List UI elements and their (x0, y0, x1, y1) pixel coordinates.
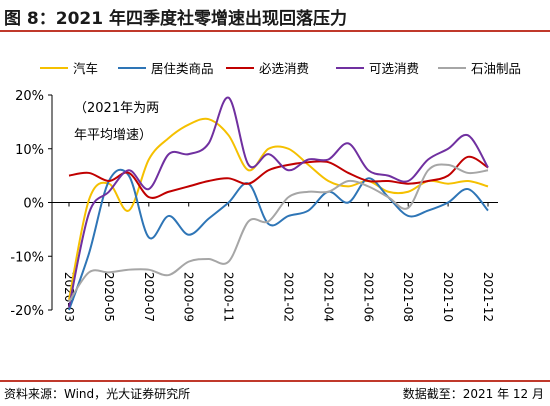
y-tick-label: 10% (15, 143, 44, 158)
series-line (68, 163, 489, 303)
legend-label: 可选消费 (369, 61, 419, 76)
footer-rule (0, 380, 550, 382)
series-line (68, 96, 489, 308)
series-line (68, 117, 489, 300)
legend-label: 必选消费 (259, 61, 309, 76)
series-lines (68, 96, 489, 311)
x-tick-label: 2020-11 (222, 272, 236, 322)
y-tick-label: 20% (15, 89, 44, 104)
x-tick-label: 2020-05 (102, 272, 116, 322)
annotation-line: 年平均增速） (74, 128, 152, 143)
y-tick-label: -20% (10, 304, 44, 319)
series-line (68, 155, 489, 199)
x-tick-label: 2021-10 (441, 272, 455, 322)
title-rule (0, 30, 550, 32)
y-tick-label: 0% (23, 197, 44, 212)
x-tick-label: 2021-12 (481, 272, 495, 322)
x-tick-label: 2021-02 (281, 272, 295, 322)
legend-label: 居住类商品 (151, 61, 214, 76)
series-line (68, 168, 489, 311)
annotation-line: （2021年为两 (74, 101, 159, 116)
legend: 汽车 居住类商品 必选消费 可选消费 石油制品 (40, 61, 521, 76)
x-tick-label: 2021-04 (321, 272, 335, 322)
x-tick-label: 2020-07 (142, 272, 156, 322)
axes: 20%10%0%-10%-20% 2020-03 2020-05 2020-07 202… (10, 89, 498, 322)
x-tick-label: 2021-06 (361, 272, 375, 322)
x-tick-label: 2020-09 (182, 272, 196, 322)
data-date: 数据截至：2021 年 12 月 (402, 387, 544, 401)
source-note: 资料来源：Wind，光大证券研究所 (4, 387, 191, 401)
legend-label: 石油制品 (471, 61, 521, 76)
legend-label: 汽车 (73, 61, 98, 76)
chart-title: 图 8：2021 年四季度社零增速出现回落压力 (4, 9, 347, 29)
x-tick-label: 2021-08 (401, 272, 415, 322)
y-tick-label: -10% (10, 250, 44, 265)
